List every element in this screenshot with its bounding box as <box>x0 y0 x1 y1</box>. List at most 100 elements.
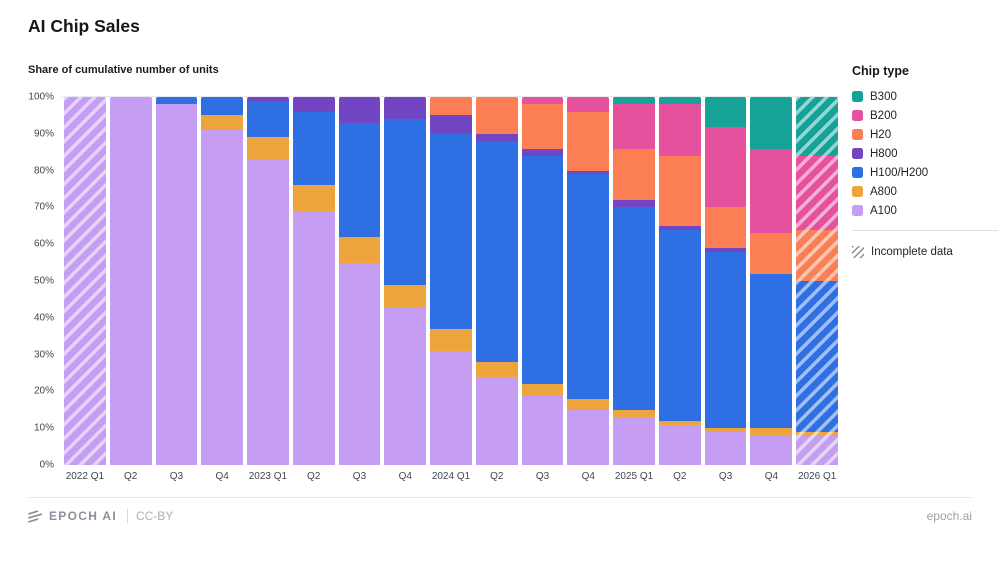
segment-h100-h200[interactable] <box>338 122 381 237</box>
bar-q2[interactable] <box>107 97 154 465</box>
segment-b200[interactable] <box>704 126 747 208</box>
segment-h100-h200[interactable] <box>430 133 472 329</box>
segment-a100[interactable] <box>567 409 610 465</box>
brand-name[interactable]: EPOCH AI <box>49 509 117 523</box>
legend-item-b300[interactable]: B300 <box>852 87 998 106</box>
segment-h800[interactable] <box>247 97 289 101</box>
segment-a800[interactable] <box>475 361 518 377</box>
segment-a100[interactable] <box>796 435 839 465</box>
segment-h800[interactable] <box>475 133 518 142</box>
segment-a100[interactable] <box>201 130 244 465</box>
segment-a800[interactable] <box>796 431 839 436</box>
bar-2024-q1[interactable] <box>428 97 474 465</box>
segment-b300[interactable] <box>658 97 701 105</box>
bar-q2[interactable] <box>290 97 337 465</box>
segment-b300[interactable] <box>796 97 839 156</box>
segment-a100[interactable] <box>338 262 381 465</box>
segment-a100[interactable] <box>292 211 335 465</box>
segment-a100[interactable] <box>64 97 106 465</box>
legend-item-a800[interactable]: A800 <box>852 182 998 201</box>
segment-a100[interactable] <box>430 350 472 465</box>
segment-a800[interactable] <box>704 428 747 432</box>
segment-b200[interactable] <box>613 104 655 149</box>
bar-q4[interactable] <box>748 97 795 465</box>
bar-2025-q1[interactable] <box>611 97 657 465</box>
legend-item-h20[interactable]: H20 <box>852 125 998 144</box>
segment-h100-h200[interactable] <box>247 100 289 138</box>
segment-h100-h200[interactable] <box>613 207 655 410</box>
segment-a800[interactable] <box>338 236 381 263</box>
bar-q4[interactable] <box>199 97 246 465</box>
segment-b200[interactable] <box>521 97 564 105</box>
bar-q2[interactable] <box>656 97 703 465</box>
legend-item-h800[interactable]: H800 <box>852 144 998 163</box>
segment-a800[interactable] <box>658 420 701 425</box>
legend-item-b200[interactable]: B200 <box>852 106 998 125</box>
segment-h800[interactable] <box>292 97 335 112</box>
segment-a800[interactable] <box>567 398 610 410</box>
site-link[interactable]: epoch.ai <box>926 509 972 523</box>
segment-h100-h200[interactable] <box>567 174 610 399</box>
bar-q3[interactable] <box>336 97 383 465</box>
segment-h100-h200[interactable] <box>658 229 701 421</box>
segment-a100[interactable] <box>613 417 655 465</box>
segment-h100-h200[interactable] <box>292 111 335 186</box>
segment-h20[interactable] <box>567 111 610 171</box>
segment-b200[interactable] <box>658 104 701 156</box>
segment-a100[interactable] <box>109 97 152 465</box>
legend-item-h100-h200[interactable]: H100/H200 <box>852 163 998 182</box>
segment-h800[interactable] <box>338 97 381 123</box>
legend-item-a100[interactable]: A100 <box>852 201 998 220</box>
segment-h800[interactable] <box>613 200 655 208</box>
segment-h800[interactable] <box>521 148 564 156</box>
segment-h100-h200[interactable] <box>521 155 564 385</box>
segment-h20[interactable] <box>430 97 472 116</box>
segment-b200[interactable] <box>796 155 839 230</box>
bar-q2[interactable] <box>473 97 520 465</box>
segment-b300[interactable] <box>704 97 747 127</box>
segment-a800[interactable] <box>613 409 655 418</box>
segment-a100[interactable] <box>521 395 564 465</box>
segment-h800[interactable] <box>658 225 701 230</box>
bar-2023-q1[interactable] <box>245 97 291 465</box>
bar-q3[interactable] <box>519 97 566 465</box>
segment-h800[interactable] <box>704 247 747 252</box>
segment-h800[interactable] <box>384 97 427 120</box>
segment-a100[interactable] <box>155 104 198 465</box>
segment-h20[interactable] <box>704 207 747 248</box>
segment-a100[interactable] <box>247 159 289 465</box>
segment-h20[interactable] <box>521 104 564 149</box>
segment-a800[interactable] <box>384 284 427 307</box>
segment-h100-h200[interactable] <box>750 273 793 429</box>
segment-a800[interactable] <box>292 185 335 212</box>
segment-h100-h200[interactable] <box>475 141 518 362</box>
segment-a800[interactable] <box>430 328 472 351</box>
segment-b200[interactable] <box>750 148 793 234</box>
segment-a800[interactable] <box>521 384 564 396</box>
segment-h800[interactable] <box>567 170 610 175</box>
segment-a100[interactable] <box>384 306 427 465</box>
bar-q3[interactable] <box>702 97 749 465</box>
segment-h100-h200[interactable] <box>384 119 427 285</box>
segment-b300[interactable] <box>750 97 793 149</box>
bar-2026-q1[interactable] <box>794 97 841 465</box>
segment-h20[interactable] <box>613 148 655 201</box>
segment-h100-h200[interactable] <box>796 281 839 432</box>
segment-h100-h200[interactable] <box>704 251 747 429</box>
segment-a100[interactable] <box>475 376 518 465</box>
bar-q4[interactable] <box>565 97 612 465</box>
segment-h20[interactable] <box>658 155 701 226</box>
segment-a100[interactable] <box>658 424 701 465</box>
legend-item-incomplete[interactable]: Incomplete data <box>852 242 998 261</box>
segment-a100[interactable] <box>750 435 793 465</box>
segment-h100-h200[interactable] <box>201 97 244 116</box>
segment-h20[interactable] <box>796 229 839 282</box>
bar-q3[interactable] <box>153 97 200 465</box>
segment-a100[interactable] <box>704 431 747 465</box>
segment-h20[interactable] <box>750 233 793 274</box>
bar-2022-q1[interactable] <box>62 97 108 465</box>
segment-h20[interactable] <box>475 97 518 134</box>
segment-a800[interactable] <box>201 115 244 131</box>
segment-b300[interactable] <box>613 97 655 105</box>
segment-a800[interactable] <box>247 137 289 160</box>
